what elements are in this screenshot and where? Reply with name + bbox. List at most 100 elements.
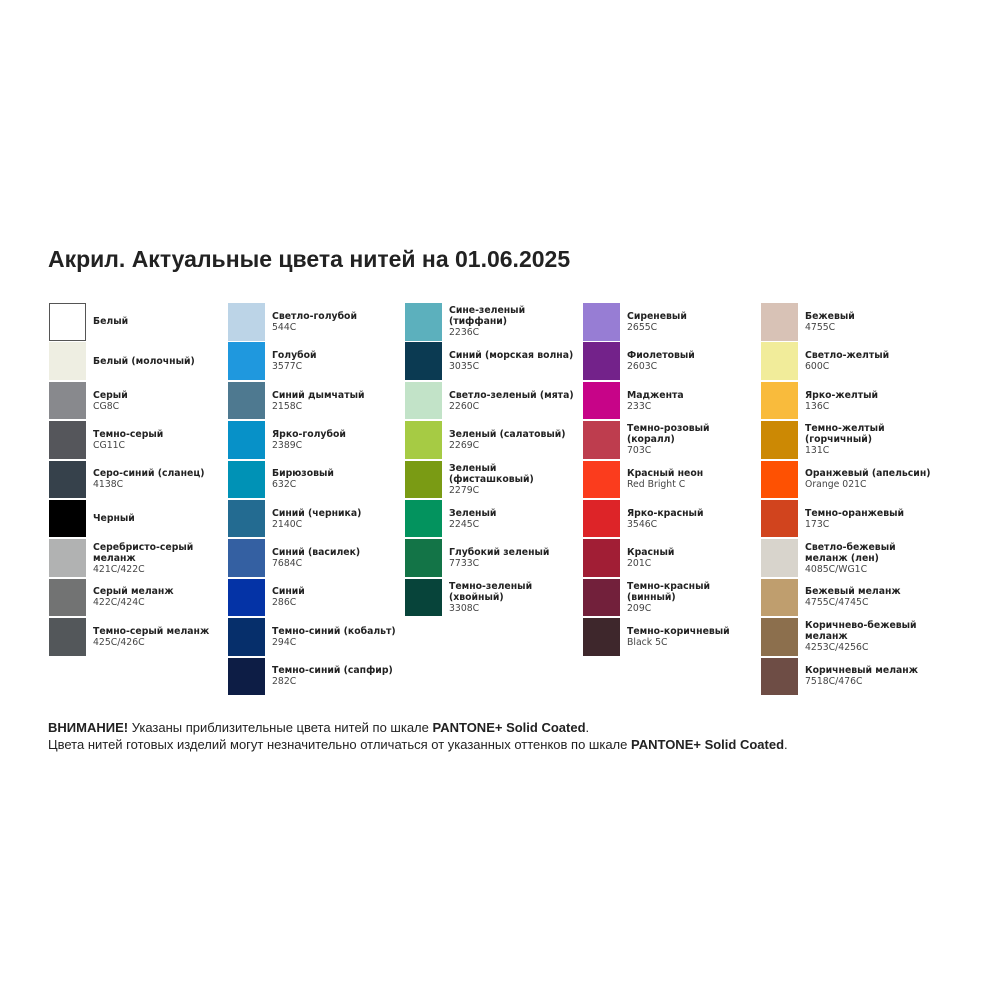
pantone-code: 2389C: [272, 439, 303, 451]
color-label: Темно-синий (сапфир) 282C: [272, 658, 402, 696]
color-swatch: [49, 499, 86, 538]
color-swatch: [583, 539, 620, 577]
color-label: Фиолетовый 2603C: [627, 342, 757, 380]
color-label: Сине-зеленый (тиффани) 2236C: [449, 303, 579, 341]
color-swatch: [228, 342, 265, 380]
pantone-code: 703C: [627, 445, 652, 457]
color-swatch: [761, 342, 798, 380]
pantone-code: 4755C/4745C: [805, 597, 869, 609]
color-name: Бежевый: [805, 310, 855, 322]
color-name: Зеленый (фисташковый): [449, 462, 534, 485]
color-swatch: [228, 578, 265, 617]
notice-text: Указаны приблизительные цвета нитей по ш…: [128, 720, 433, 735]
color-label: Зеленый (фисташковый) 2279C: [449, 461, 579, 499]
pantone-code: Black 5C: [627, 636, 668, 648]
color-name: Глубокий зеленый: [449, 547, 550, 559]
color-name: Коричнево-бежевый меланж: [805, 620, 917, 643]
color-label: Синий 286C: [272, 579, 402, 617]
color-label: Светло-зеленый (мята) 2260C: [449, 382, 579, 420]
pantone-code: 2279C: [449, 484, 480, 496]
color-label: Темно-розовый (коралл) 703C: [627, 421, 757, 459]
color-label: Глубокий зеленый 7733C: [449, 539, 579, 577]
color-label: Коричневый меланж 7518C/476C: [805, 658, 935, 696]
color-label: Серебристо-серый меланж 421C/422C: [93, 539, 223, 577]
color-name: Маджента: [627, 389, 684, 401]
pantone-code: 2140C: [272, 518, 303, 530]
color-name: Черный: [93, 513, 135, 525]
color-label: Синий (черника) 2140C: [272, 500, 402, 538]
color-swatch: [49, 342, 86, 380]
color-label: Сиреневый 2655C: [627, 303, 757, 341]
color-swatch: [49, 578, 86, 617]
color-label: Синий (василек) 7684C: [272, 539, 402, 577]
color-label: Светло-голубой 544C: [272, 303, 402, 341]
color-name: Светло-бежевый меланж (лен): [805, 541, 896, 564]
color-swatch: [228, 618, 265, 656]
color-swatch: [761, 539, 798, 577]
color-swatch: [583, 342, 620, 380]
color-swatch: [49, 539, 86, 577]
color-label: Красный 201C: [627, 539, 757, 577]
pantone-code: 4138C: [93, 479, 124, 491]
pantone-brand: PANTONE+ Solid Coated: [432, 720, 586, 735]
pantone-code: 131C: [805, 445, 830, 457]
color-label: Темно-красный (винный) 209C: [627, 579, 757, 617]
color-swatch: [228, 539, 265, 577]
pantone-brand: PANTONE+ Solid Coated: [631, 737, 785, 752]
color-label: Темно-желтый (горчичный) 131C: [805, 421, 935, 459]
pantone-code: 2158C: [272, 400, 303, 412]
color-label: Темно-оранжевый 173C: [805, 500, 935, 538]
pantone-code: 2269C: [449, 439, 480, 451]
color-swatch: [761, 657, 798, 696]
color-name: Темно-красный (винный): [627, 580, 711, 603]
color-swatch: [49, 381, 86, 420]
color-label: Светло-желтый 600C: [805, 342, 935, 380]
color-label: Темно-синий (кобальт) 294C: [272, 618, 402, 656]
color-label: Коричнево-бежевый меланж 4253C/4256C: [805, 618, 935, 656]
pantone-code: 600C: [805, 361, 830, 373]
color-swatch: [228, 421, 265, 459]
color-name: Синий дымчатый: [272, 389, 365, 401]
color-name: Ярко-голубой: [272, 428, 346, 440]
color-label: Ярко-желтый 136C: [805, 382, 935, 420]
notice-end: .: [585, 720, 590, 735]
notice-line-1: ВНИМАНИЕ! Указаны приблизительные цвета …: [48, 720, 589, 735]
color-swatch: [761, 618, 798, 656]
color-name: Зеленый: [449, 507, 497, 519]
color-label: Серый CG8C: [93, 382, 223, 420]
pantone-code: CG11C: [93, 439, 126, 451]
color-swatch: [583, 618, 620, 656]
pantone-code: 286C: [272, 597, 297, 609]
pantone-code: 3577C: [272, 361, 303, 373]
color-swatch: [583, 381, 620, 420]
color-name: Светло-зеленый (мята): [449, 389, 574, 401]
color-name: Темно-зеленый (хвойный): [449, 580, 533, 603]
color-name: Сиреневый: [627, 310, 687, 322]
color-swatch: [583, 460, 620, 499]
color-label: Бирюзовый 632C: [272, 461, 402, 499]
color-label: Маджента 233C: [627, 382, 757, 420]
color-swatch: [228, 303, 265, 341]
pantone-code: 2603C: [627, 361, 658, 373]
color-label: Зеленый 2245C: [449, 500, 579, 538]
color-name: Коричневый меланж: [805, 665, 918, 677]
color-name: Синий (черника): [272, 507, 362, 519]
color-name: Красный неон: [627, 468, 704, 480]
pantone-code: 2245C: [449, 518, 480, 530]
color-name: Темно-коричневый: [627, 625, 730, 637]
pantone-code: Red Bright C: [627, 479, 686, 491]
pantone-code: 201C: [627, 558, 652, 570]
color-name: Темно-серый: [93, 428, 164, 440]
color-label: Бежевый меланж 4755C/4745C: [805, 579, 935, 617]
color-swatch: [405, 460, 442, 499]
color-swatch: [49, 421, 86, 459]
color-name: Светло-голубой: [272, 310, 357, 322]
pantone-code: 7684C: [272, 558, 303, 570]
pantone-code: 173C: [805, 518, 830, 530]
color-label: Ярко-голубой 2389C: [272, 421, 402, 459]
color-name: Темно-синий (сапфир): [272, 665, 393, 677]
color-swatch: [405, 381, 442, 420]
color-name: Светло-желтый: [805, 350, 890, 362]
color-name: Темно-синий (кобальт): [272, 625, 396, 637]
color-name: Белый (молочный): [93, 355, 195, 367]
